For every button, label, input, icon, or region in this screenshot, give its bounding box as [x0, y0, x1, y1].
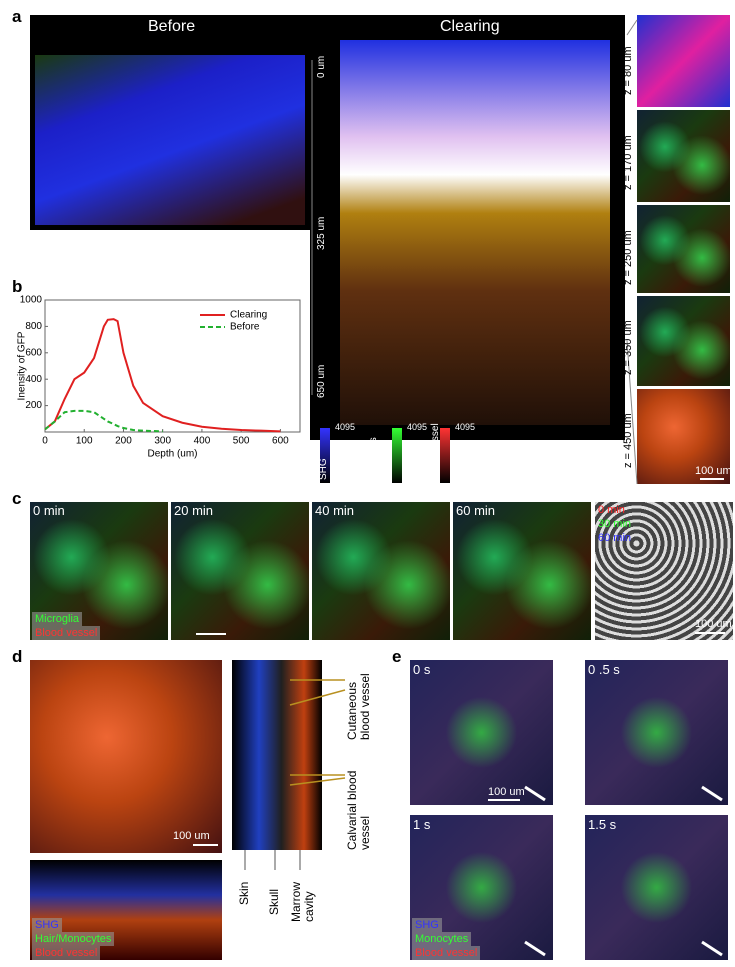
- time-label: 1.5 s: [588, 817, 617, 832]
- micrograph: [410, 660, 553, 805]
- depth-label: 0 um: [316, 55, 327, 78]
- micrograph: [312, 502, 450, 640]
- z-label: z = 450 um: [622, 413, 634, 468]
- colorbar-name: Hair Moncytes Micriglia: [357, 437, 390, 480]
- x-tick-label: 0: [42, 436, 48, 447]
- y-axis-label: Inensity of GFP: [17, 331, 28, 400]
- legend-label: Hair/Monocytes: [32, 932, 115, 947]
- series-line: [44, 409, 163, 433]
- pointer-lines: [244, 850, 301, 870]
- pointer-lines: [289, 679, 346, 786]
- layer-label: Skin: [237, 881, 251, 905]
- y-tick-label: 600: [25, 347, 42, 358]
- legend-label: Blood vessel: [32, 946, 101, 961]
- colorbar-max: 4095: [407, 422, 428, 432]
- colorbar-min: 0: [461, 473, 467, 483]
- colorbar-name: Blood vessel: [430, 423, 441, 480]
- legend-label: Before: [230, 322, 260, 333]
- legend-label: SHG: [412, 918, 442, 933]
- legend-label: SHG: [32, 918, 62, 933]
- panel-label: a: [12, 7, 22, 26]
- x-tick-label: 500: [233, 436, 250, 447]
- micrograph: [637, 296, 730, 386]
- z-label: z = 250 um: [622, 230, 634, 285]
- micrograph: [637, 205, 730, 293]
- view-title: Before: [148, 18, 196, 35]
- colorbar-max: 4095: [335, 422, 356, 432]
- panel-label: e: [392, 647, 402, 666]
- x-tick-label: 600: [272, 436, 289, 447]
- colorbar-min: 0: [341, 473, 347, 483]
- time-label: 0 min: [33, 503, 65, 518]
- y-tick-label: 1000: [20, 295, 43, 306]
- legend-label: Microglia: [32, 612, 83, 627]
- time-label: 60 min: [598, 532, 632, 544]
- colorbar: [392, 428, 402, 483]
- scale-label: 100 um: [173, 830, 210, 842]
- scale-label: 100 um: [695, 618, 732, 630]
- z-label: z = 350 um: [622, 320, 634, 375]
- z-label: z = 170 um: [622, 135, 634, 190]
- micrograph: [585, 815, 728, 960]
- colorbar: [440, 428, 450, 483]
- colorbar-min: 0: [413, 473, 419, 483]
- time-label: 0 min: [598, 504, 625, 516]
- x-tick-label: 400: [194, 436, 211, 447]
- scale-label: 100 um: [488, 786, 525, 798]
- panel-label: c: [12, 489, 22, 508]
- time-label: 40 min: [315, 503, 355, 518]
- legend-label: Blood vessel: [412, 946, 481, 961]
- colorbar-max: 4095: [455, 422, 476, 432]
- y-tick-label: 200: [25, 400, 42, 411]
- micrograph: [637, 15, 730, 107]
- colorbar-name: SHG: [318, 458, 329, 480]
- micrograph: [171, 502, 309, 640]
- micrograph: [232, 660, 322, 850]
- layer-label: Marrow cavity: [289, 881, 317, 922]
- x-tick-label: 200: [115, 436, 132, 447]
- depth-label: 325 um: [316, 216, 327, 250]
- time-label: 1 s: [413, 817, 431, 832]
- vessel-label: Cutaneous blood vessel: [345, 673, 373, 740]
- connector: [626, 339, 638, 485]
- x-tick-label: 300: [154, 436, 171, 447]
- micrograph: [453, 502, 591, 640]
- micrograph: [637, 389, 730, 484]
- y-tick-label: 800: [25, 321, 42, 332]
- vessel-label: Calvarial blood vessel: [345, 770, 373, 850]
- time-label: 0 .5 s: [588, 662, 620, 677]
- micrograph: [585, 660, 728, 805]
- micrograph: [340, 40, 610, 425]
- plot-frame: [44, 299, 301, 433]
- x-tick-label: 100: [76, 436, 93, 447]
- time-label: 0 s: [413, 662, 431, 677]
- connector: [626, 19, 638, 36]
- z-label: z = 80 um: [622, 46, 634, 95]
- time-label: 60 min: [456, 503, 496, 518]
- legend-label: Clearing: [230, 310, 267, 321]
- micrograph: [637, 110, 730, 202]
- y-tick-label: 400: [25, 374, 42, 385]
- panel-label: d: [12, 647, 23, 666]
- scale-label: 100 um: [695, 465, 732, 477]
- depth-label: 650 um: [316, 364, 327, 398]
- arrows: [524, 785, 723, 957]
- legend-label: Monocytes: [412, 932, 472, 947]
- panel-label: b: [12, 277, 23, 296]
- layer-label: Skull: [267, 888, 281, 915]
- time-label: 20 min: [174, 503, 214, 518]
- time-label: 30 min: [598, 518, 632, 530]
- colorbar: [320, 428, 330, 483]
- series-line: [44, 318, 281, 433]
- x-axis-label: Depth (um): [147, 449, 197, 460]
- legend-label: Blood vessel: [32, 626, 101, 641]
- view-title: Clearing: [440, 18, 500, 35]
- micrograph: [35, 55, 305, 225]
- micrograph: [30, 660, 222, 853]
- micrograph: [595, 502, 733, 640]
